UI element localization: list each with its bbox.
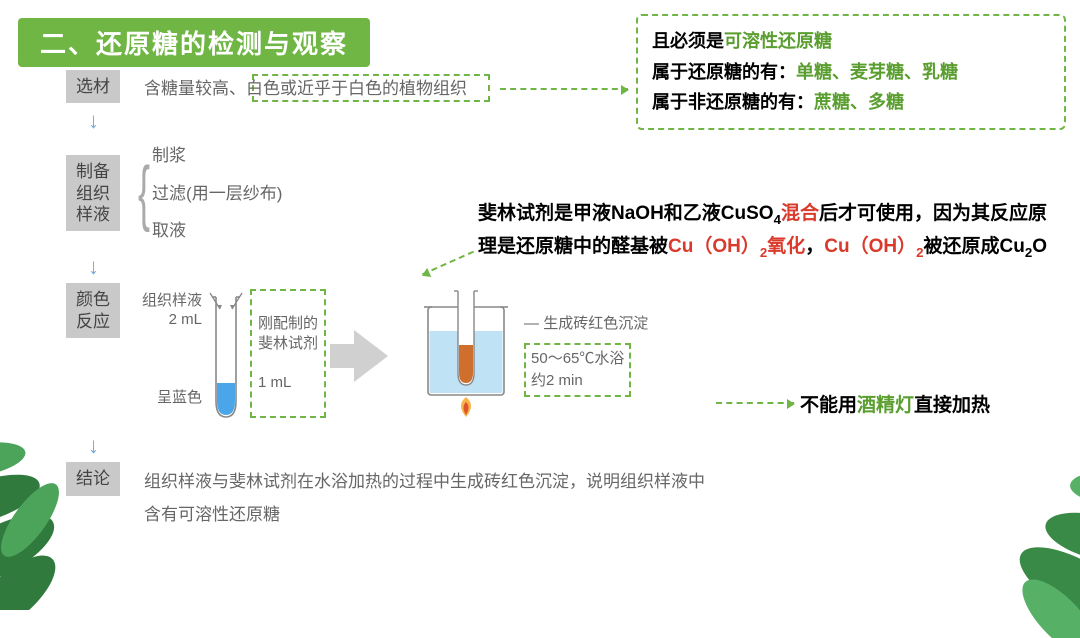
callout-line3-hl: 蔗糖、多糖 — [814, 92, 904, 112]
annotation-heat: 不能用酒精灯直接加热 — [800, 390, 990, 417]
step-1: 选材 含糖量较高、白色或近乎于白色的植物组织 — [66, 70, 706, 103]
arrow-icon: ↓ — [88, 436, 706, 462]
callout-line1-hl: 可溶性还原糖 — [724, 31, 832, 51]
step-4-label: 结论 — [66, 462, 120, 495]
step-4-text: 组织样液与斐林试剂在水浴加热的过程中生成砖红色沉淀，说明组织样液中含有可溶性还原… — [144, 462, 706, 531]
water-bath-box: 50～65℃水浴 约2 min — [524, 343, 631, 397]
tube-color-note: 呈蓝色 — [142, 388, 202, 408]
beaker-notes: — 生成砖红色沉淀 50～65℃水浴 约2 min — [524, 313, 648, 398]
step-2-item-1: 过滤(用一层纱布) — [152, 175, 282, 212]
flowchart: 选材 含糖量较高、白色或近乎于白色的植物组织 ↓ 制备 组织 样液 { 制浆 过… — [66, 70, 706, 539]
step-1-label: 选材 — [66, 70, 120, 103]
arrow-icon: ↓ — [88, 111, 706, 137]
tube-sample-label: 组织样液 2 mL 呈蓝色 — [142, 291, 202, 408]
step-2-items: 制浆 过滤(用一层纱布) 取液 — [152, 137, 282, 249]
brace-icon: { — [138, 168, 150, 218]
step-1-text: 含糖量较高、白色或近乎于白色的植物组织 — [144, 70, 467, 99]
slide-title: 二、还原糖的检测与观察 — [18, 18, 370, 67]
test-tube-icon — [206, 291, 246, 421]
annotation-feihlin: 斐林试剂是甲液NaOH和乙液CuSO4混合后才可使用，因为其反应原理是还原糖中的… — [478, 198, 1054, 263]
leaf-decoration-icon — [950, 418, 1080, 638]
callout-line1-prefix: 且必须是 — [652, 31, 724, 51]
callout-line2-hl: 单糖、麦芽糖、乳糖 — [796, 62, 958, 82]
step-4: 结论 组织样液与斐林试剂在水浴加热的过程中生成砖红色沉淀，说明组织样液中含有可溶… — [66, 462, 706, 531]
step-2-item-0: 制浆 — [152, 137, 282, 174]
step-2-label: 制备 组织 样液 — [66, 155, 120, 231]
step-3: 颜色 反应 组织样液 2 mL 呈蓝色 — [66, 283, 706, 428]
arrow-right-icon — [354, 330, 388, 382]
water-bath-icon — [416, 283, 516, 423]
step-3-label: 颜色 反应 — [66, 283, 120, 338]
reagent-box: 刚配制的 斐林试剂 1 mL — [250, 289, 326, 418]
step-2-item-2: 取液 — [152, 212, 282, 249]
reaction-diagram: 组织样液 2 mL 呈蓝色 刚配制的 斐林试剂 1 m — [142, 283, 648, 428]
connector-to-heat — [716, 402, 794, 404]
